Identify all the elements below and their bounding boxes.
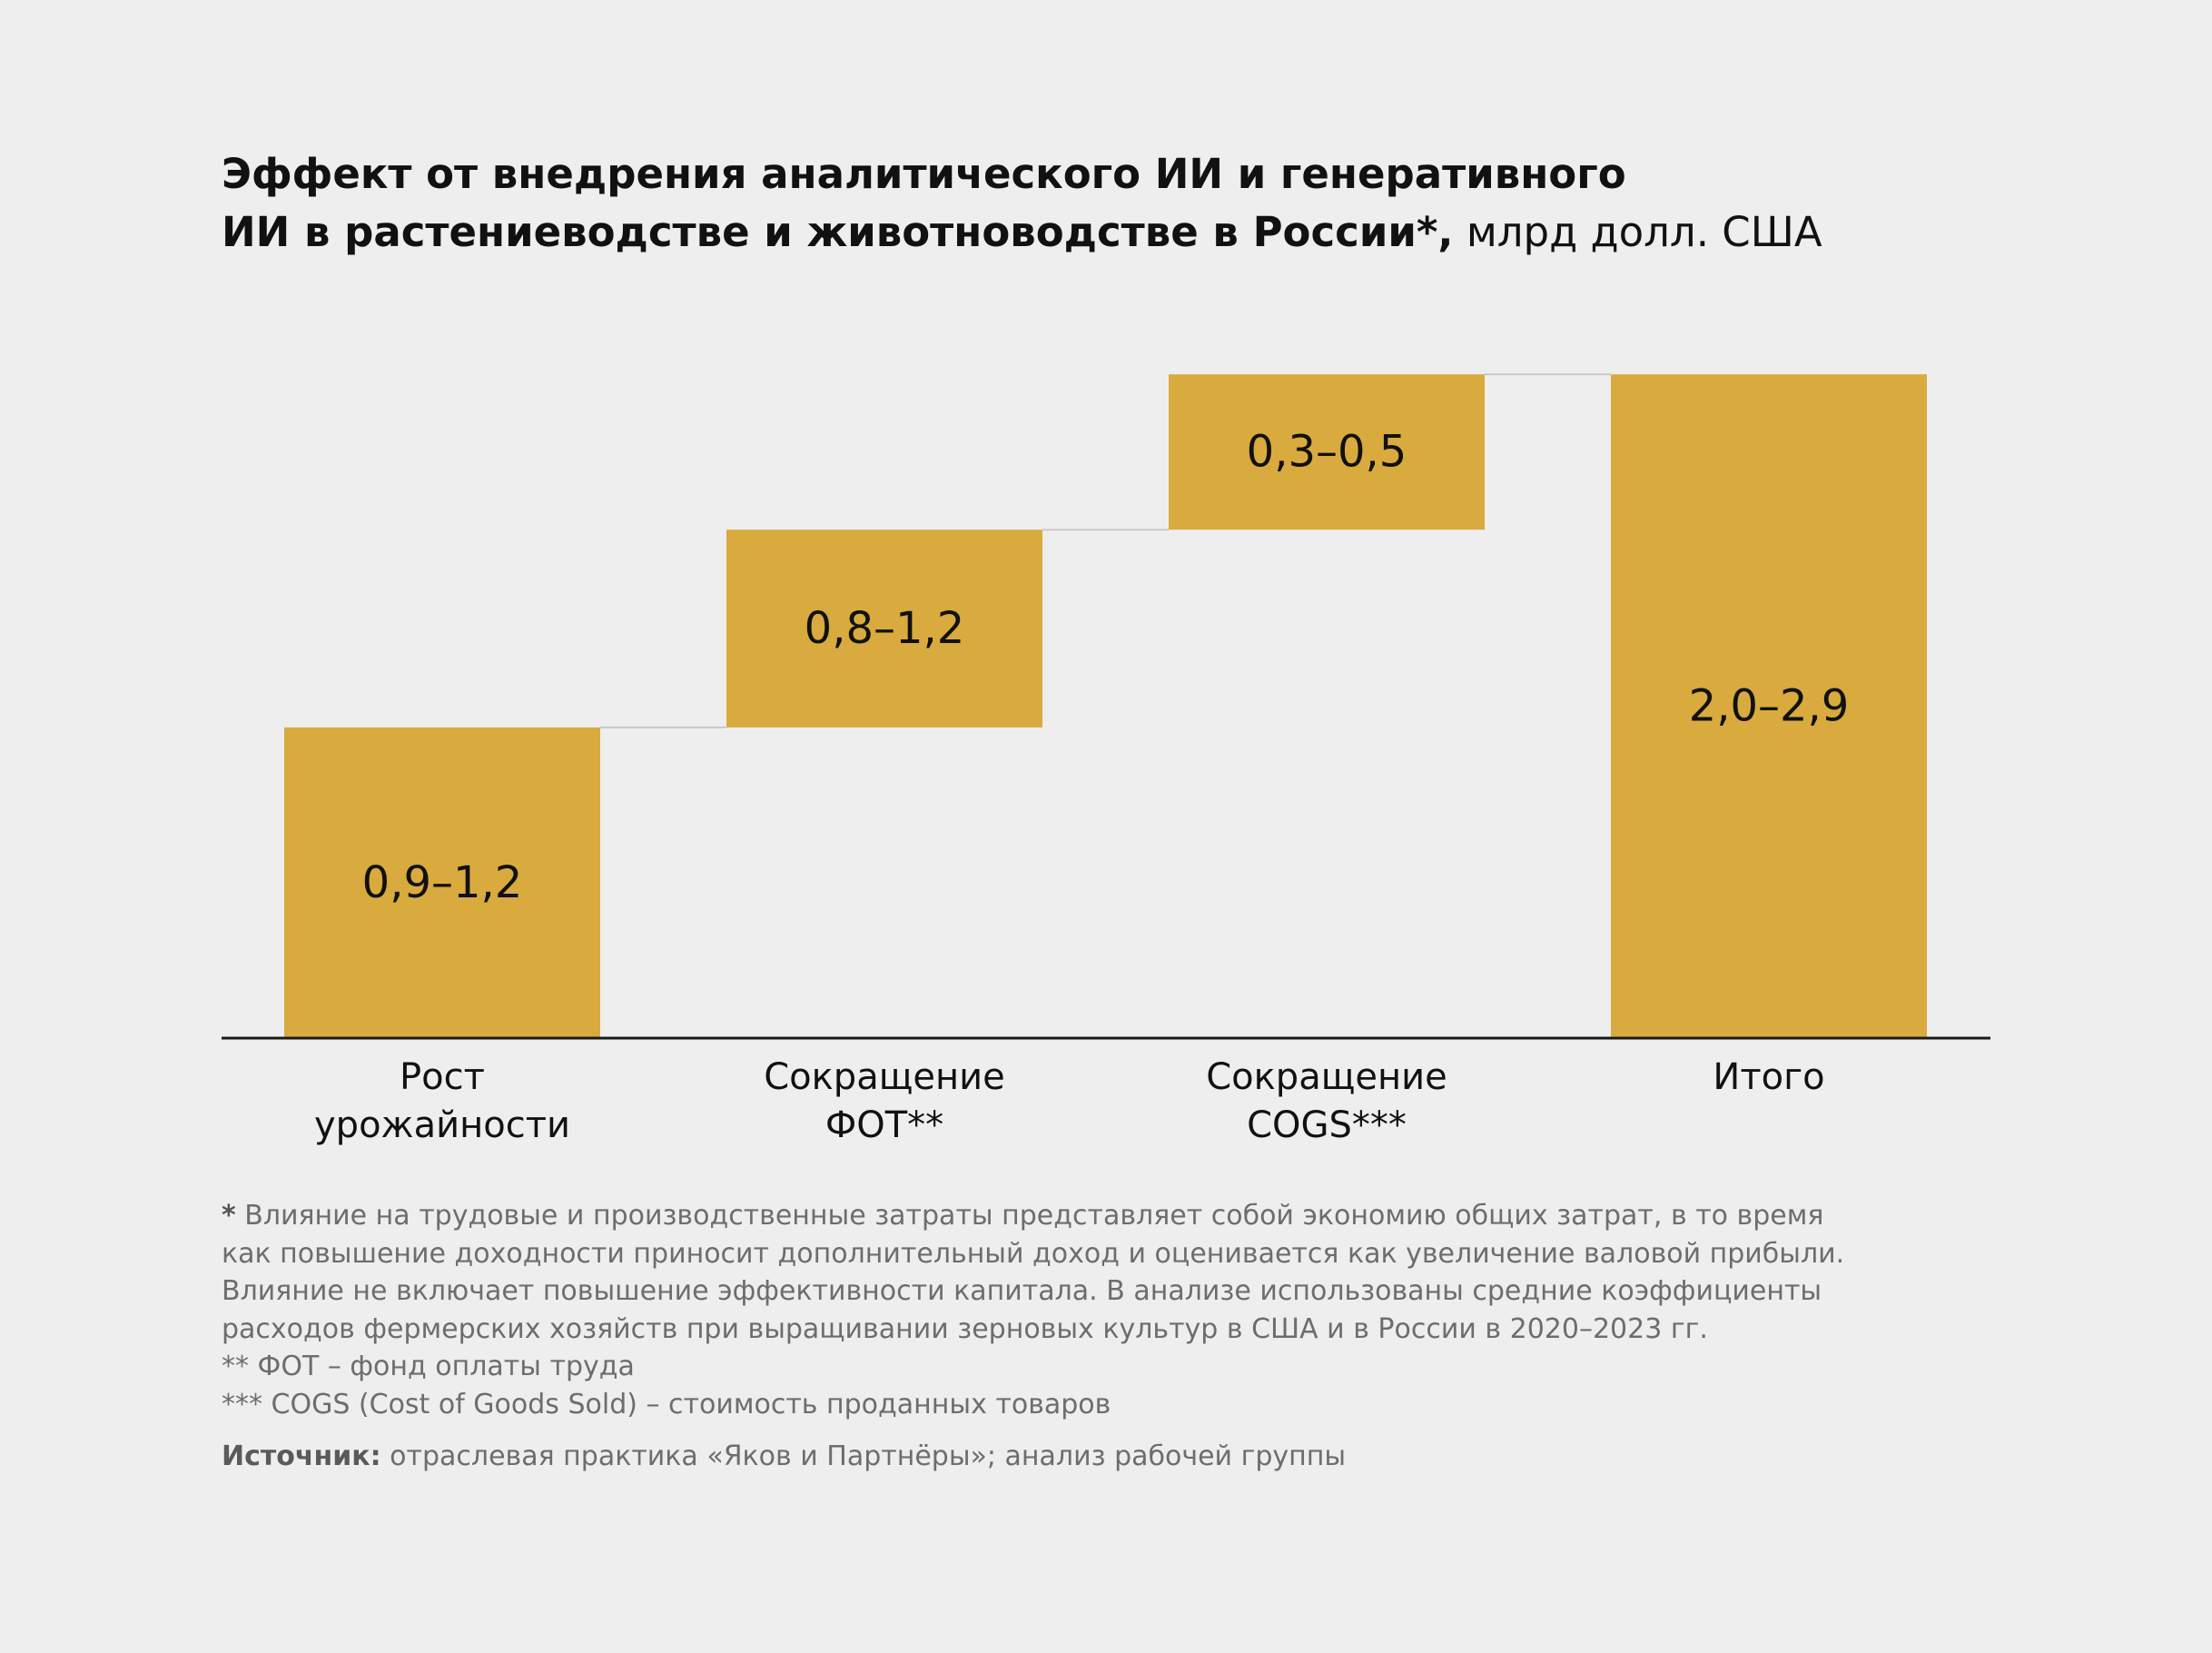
- chart-title-line1: Эффект от внедрения аналитического ИИ и …: [222, 150, 1626, 198]
- bar-3: [1169, 374, 1485, 530]
- category-label-line: ФОТ**: [825, 1104, 944, 1146]
- category-label-line: Сокращение: [1206, 1056, 1447, 1098]
- bar-2: [726, 530, 1042, 728]
- bar-1: [284, 727, 600, 1038]
- chart-unit: млрд долл. США: [1466, 208, 1822, 256]
- category-label-1: Рост урожайности: [261, 1054, 624, 1150]
- category-label-line: COGS***: [1247, 1104, 1407, 1146]
- category-label-line: Сокращение: [764, 1056, 1005, 1098]
- source-text: отраслевая практика «Яков и Партнёры»; а…: [390, 1440, 1347, 1472]
- footnote-3: *** COGS (Cost of Goods Sold) – стоимост…: [222, 1388, 1111, 1420]
- category-label-2: Сокращение ФОТ**: [703, 1054, 1066, 1150]
- bar-value-label-2: 0,8–1,2: [805, 603, 965, 654]
- category-label-line: Рост: [400, 1056, 485, 1098]
- chart-title-line2: ИИ в растениеводстве и животноводстве в …: [222, 208, 1822, 256]
- category-label-line: урожайности: [314, 1104, 570, 1146]
- footnote-1-line-1: * Влияние на трудовые и производственные…: [222, 1200, 1824, 1232]
- footnotes: * Влияние на трудовые и производственные…: [222, 1197, 1947, 1423]
- footnote-1-line-3: Влияние не включает повышение эффективно…: [222, 1275, 1822, 1307]
- bar-value-label-1: 0,9–1,2: [362, 857, 523, 908]
- source: Источник: отраслевая практика «Яков и Па…: [222, 1439, 1947, 1475]
- category-label-4: Итого: [1587, 1054, 1950, 1102]
- category-label-3: Сокращение COGS***: [1145, 1054, 1508, 1150]
- footnote-2: ** ФОТ – фонд оплаты труда: [222, 1351, 635, 1382]
- bar-value-label-4: 2,0–2,9: [1689, 681, 1850, 732]
- chart-title: Эффект от внедрения аналитического ИИ и …: [222, 145, 1856, 262]
- footnote-1-line-4: расходов фермерских хозяйств при выращив…: [222, 1312, 1708, 1345]
- source-label: Источник:: [222, 1440, 381, 1472]
- footnote-1-line-2: как повышение доходности приносит дополн…: [222, 1237, 1845, 1270]
- bar-4: [1611, 374, 1927, 1038]
- category-label-line: Итого: [1713, 1056, 1825, 1098]
- bar-value-label-3: 0,3–0,5: [1247, 427, 1407, 478]
